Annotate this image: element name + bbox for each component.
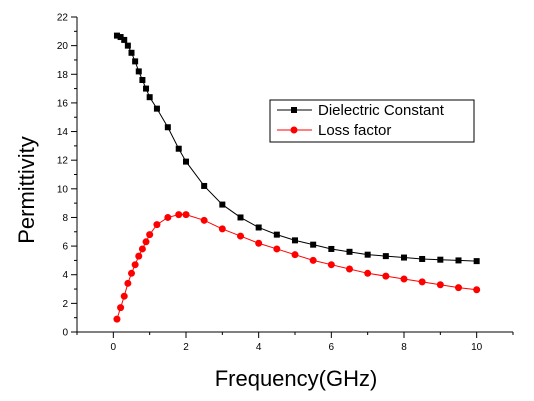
data-point-dielectric (128, 49, 135, 56)
data-point-dielectric (273, 231, 280, 238)
y-tick-label: 16 (57, 98, 69, 109)
data-point-dielectric (146, 94, 153, 101)
data-point-loss (382, 272, 390, 280)
data-point-dielectric (310, 241, 317, 248)
data-point-dielectric (164, 124, 171, 131)
data-point-loss (131, 261, 139, 269)
data-point-dielectric (121, 36, 128, 43)
data-point-dielectric (124, 42, 131, 49)
data-point-dielectric (117, 34, 124, 41)
data-point-loss (120, 292, 128, 300)
y-tick-label: 0 (62, 328, 68, 339)
x-tick-label: 8 (401, 342, 407, 353)
data-point-loss (436, 281, 444, 289)
data-point-dielectric (139, 77, 146, 83)
data-point-dielectric (364, 251, 371, 258)
data-point-dielectric (401, 254, 407, 261)
data-point-loss (113, 315, 121, 323)
data-point-dielectric (219, 201, 226, 208)
data-point-dielectric (437, 256, 444, 263)
data-point-loss (153, 221, 161, 229)
data-point-loss (255, 239, 263, 247)
x-tick-label: 4 (256, 342, 262, 353)
data-point-loss (124, 279, 132, 287)
data-point-loss (182, 211, 190, 219)
data-point-loss (218, 225, 226, 233)
y-tick-label: 2 (62, 299, 68, 310)
data-point-loss (200, 216, 208, 224)
x-tick-label: 6 (329, 342, 335, 353)
data-point-loss (418, 278, 426, 286)
data-point-dielectric (237, 214, 244, 221)
data-point-loss (164, 213, 172, 221)
data-point-dielectric (143, 85, 150, 92)
legend-label-loss: Loss factor (318, 122, 391, 139)
data-point-dielectric (113, 32, 120, 39)
x-tick-label: 2 (183, 342, 189, 353)
legend-marker-dielectric (291, 107, 297, 113)
series-layer (113, 32, 481, 323)
data-point-dielectric (183, 158, 189, 165)
data-point-dielectric (292, 237, 298, 244)
data-point-dielectric (153, 105, 160, 112)
data-point-loss (327, 261, 335, 269)
data-point-dielectric (419, 255, 426, 262)
y-tick-label: 10 (57, 184, 69, 195)
y-axis-title: Permittivity (14, 136, 39, 244)
data-point-loss (142, 238, 150, 246)
data-point-loss (135, 252, 143, 260)
y-tick-label: 6 (62, 242, 68, 253)
data-point-loss (237, 232, 244, 240)
data-point-dielectric (455, 257, 462, 264)
data-point-loss (138, 245, 146, 253)
y-axis: 0 2 4 6 8 10 12 14 16 18 20 22 (57, 13, 77, 339)
y-tick-label: 14 (57, 127, 69, 138)
data-point-dielectric (132, 58, 139, 65)
legend-box (269, 99, 475, 143)
legend: Dielectric Constant Loss factor (269, 99, 475, 143)
legend-label-dielectric: Dielectric Constant (318, 102, 445, 119)
data-point-dielectric (255, 224, 262, 231)
data-point-loss (146, 231, 154, 239)
y-tick-label: 12 (57, 156, 69, 167)
y-tick-label: 20 (57, 41, 69, 52)
y-tick-label: 18 (57, 70, 69, 81)
data-point-loss (364, 269, 372, 277)
data-point-loss (455, 284, 462, 292)
data-point-loss (128, 269, 135, 277)
data-point-dielectric (346, 248, 353, 255)
data-point-loss (291, 251, 299, 259)
x-axis: 0 2 4 6 8 10 (76, 332, 514, 353)
data-point-loss (473, 286, 481, 294)
data-point-dielectric (328, 245, 335, 252)
data-point-loss (175, 211, 183, 219)
legend-marker-loss (290, 126, 298, 134)
data-point-loss (309, 256, 317, 264)
y-tick-label: 4 (62, 270, 68, 281)
x-tick-label: 10 (471, 342, 483, 353)
data-point-dielectric (382, 253, 389, 260)
data-point-loss (273, 245, 281, 253)
data-point-dielectric (135, 68, 142, 75)
x-axis-title: Frequency(GHz) (215, 366, 378, 391)
data-point-dielectric (175, 145, 182, 152)
x-tick-label: 0 (111, 342, 117, 353)
y-tick-label: 22 (57, 13, 69, 24)
data-point-dielectric (201, 182, 208, 189)
data-point-loss (117, 304, 125, 312)
y-tick-label: 8 (62, 213, 68, 224)
data-point-dielectric (473, 258, 480, 265)
data-point-loss (400, 275, 408, 283)
data-point-loss (346, 265, 353, 273)
